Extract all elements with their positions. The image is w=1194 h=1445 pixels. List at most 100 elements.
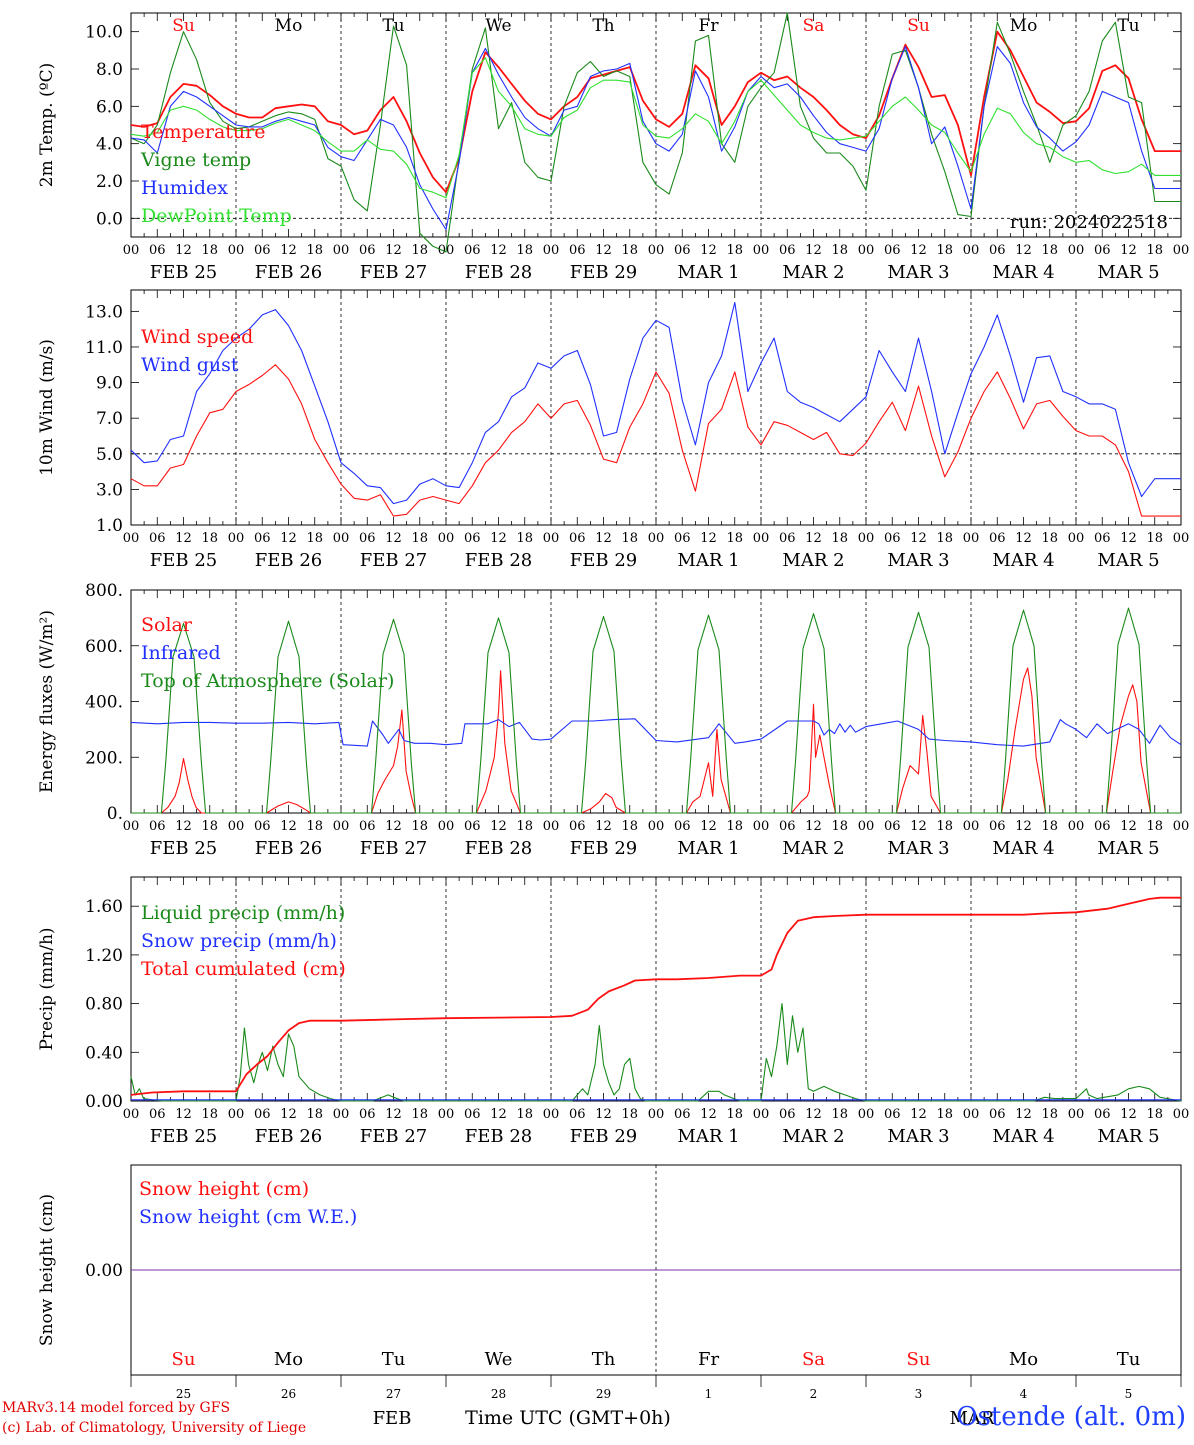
precip-y-tick-label: 0.00: [85, 1092, 123, 1112]
snow-weekday-label: Tu: [382, 1349, 406, 1370]
precip-date-label: FEB 28: [465, 1126, 532, 1147]
precip-hour-label: 00: [858, 1107, 875, 1122]
wind-hour-label: 06: [359, 531, 376, 546]
precip-hour-label: 12: [385, 1107, 402, 1122]
flux-hour-label: 06: [779, 819, 796, 834]
snow-y-tick-label: 0.00: [85, 1261, 123, 1281]
wind-hour-label: 06: [674, 531, 691, 546]
bottom-day-number: 29: [596, 1387, 611, 1401]
wind-date-label: MAR 3: [887, 550, 949, 571]
flux-date-label: MAR 3: [887, 838, 949, 859]
flux-hour-label: 00: [1173, 819, 1190, 834]
snow-weekday-label: Sa: [802, 1349, 825, 1370]
temp-hour-label: 18: [831, 243, 848, 258]
flux-hour-label: 18: [831, 819, 848, 834]
flux-y-tick-label: 800.: [85, 581, 123, 601]
precip-y-tick-label: 0.40: [85, 1043, 123, 1063]
wind-hour-label: 12: [1120, 531, 1137, 546]
temp-hour-label: 00: [123, 243, 140, 258]
station-name: Ostende (alt. 0m): [956, 1402, 1186, 1432]
temp-hour-label: 06: [359, 243, 376, 258]
temp-legend-entry: Vigne temp: [140, 149, 251, 171]
temp-date-label: FEB 27: [360, 262, 427, 283]
flux-y-tick-label: 0.: [107, 804, 123, 824]
wind-hour-label: 18: [936, 531, 953, 546]
temp-hour-label: 06: [464, 243, 481, 258]
flux-hour-label: 06: [884, 819, 901, 834]
precip-y-tick-label: 1.60: [85, 897, 123, 917]
wind-hour-label: 12: [910, 531, 927, 546]
temp-y-tick-label: 8.0: [96, 60, 123, 80]
wind-date-label: MAR 2: [782, 550, 844, 571]
flux-hour-label: 06: [359, 819, 376, 834]
wind-legend-entry: Wind gust: [141, 354, 239, 376]
bottom-month-feb: FEB: [373, 1408, 412, 1429]
temp-weekday-label: Mo: [1010, 16, 1038, 36]
flux-date-label: MAR 5: [1097, 838, 1159, 859]
precip-hour-label: 00: [438, 1107, 455, 1122]
bottom-day-number: 4: [1020, 1387, 1028, 1401]
temp-weekday-label: We: [485, 16, 511, 36]
wind-date-label: MAR 5: [1097, 550, 1159, 571]
precip-hour-label: 00: [1068, 1107, 1085, 1122]
temp-series-line: [130, 12, 1181, 253]
flux-hour-label: 00: [1068, 819, 1085, 834]
bottom-day-number: 2: [810, 1387, 818, 1401]
wind-y-tick-label: 1.0: [96, 516, 123, 536]
temp-date-label: MAR 3: [887, 262, 949, 283]
wind-hour-label: 12: [175, 531, 192, 546]
snow-legend-entry: Snow height (cm W.E.): [139, 1206, 357, 1228]
precip-panel: 0.00 0.40 0.80 1.20 1.60 Precip (mm/h) 00 06 12 1…: [37, 876, 1189, 1147]
wind-hour-label: 12: [385, 531, 402, 546]
precip-date-label: MAR 2: [782, 1126, 844, 1147]
bottom-day-number: 25: [176, 1387, 191, 1401]
temp-weekday-label: Th: [592, 16, 614, 36]
temp-hour-label: 00: [858, 243, 875, 258]
wind-hour-label: 18: [516, 531, 533, 546]
temp-hour-label: 00: [1068, 243, 1085, 258]
flux-date-label: FEB 27: [360, 838, 427, 859]
flux-hour-label: 00: [333, 819, 350, 834]
temp-legend-entry: Temperature: [141, 121, 265, 143]
temp-hour-label: 06: [569, 243, 586, 258]
lab-credit: (c) Lab. of Climatology, University of L…: [2, 1420, 307, 1436]
flux-hour-label: 12: [700, 819, 717, 834]
temp-hour-label: 00: [543, 243, 560, 258]
flux-hour-label: 06: [989, 819, 1006, 834]
flux-hour-label: 18: [411, 819, 428, 834]
wind-hour-label: 18: [306, 531, 323, 546]
wind-hour-label: 12: [280, 531, 297, 546]
wind-hour-label: 00: [123, 531, 140, 546]
temp-hour-label: 00: [228, 243, 245, 258]
wind-date-label: FEB 29: [570, 550, 637, 571]
wind-y-tick-label: 11.0: [85, 338, 123, 358]
temp-hour-label: 06: [149, 243, 166, 258]
precip-hour-label: 06: [254, 1107, 271, 1122]
wind-hour-label: 00: [753, 531, 770, 546]
precip-hour-label: 06: [884, 1107, 901, 1122]
temp-hour-label: 06: [254, 243, 271, 258]
wind-hour-label: 00: [333, 531, 350, 546]
temp-hour-label: 18: [726, 243, 743, 258]
precip-hour-label: 00: [963, 1107, 980, 1122]
wind-hour-label: 12: [700, 531, 717, 546]
temp-hour-label: 12: [1015, 243, 1032, 258]
precip-legend-entry: Total cumulated (cm): [141, 958, 346, 980]
temp-legend-entry: DewPoint Temp: [141, 205, 292, 227]
wind-series-line: [130, 301, 1181, 505]
temp-hour-label: 18: [411, 243, 428, 258]
wind-date-label: FEB 25: [150, 550, 217, 571]
wind-date-label: FEB 27: [360, 550, 427, 571]
snow-weekday-label: Th: [592, 1349, 616, 1370]
flux-date-label: FEB 26: [255, 838, 322, 859]
wind-date-label: FEB 28: [465, 550, 532, 571]
flux-series-line: [130, 718, 1182, 747]
snow-weekday-label: Fr: [698, 1349, 719, 1370]
precip-hour-label: 18: [831, 1107, 848, 1122]
flux-hour-label: 06: [1094, 819, 1111, 834]
temp-hour-label: 18: [516, 243, 533, 258]
precip-hour-label: 00: [648, 1107, 665, 1122]
wind-hour-label: 12: [1015, 531, 1032, 546]
precip-hour-label: 12: [1015, 1107, 1032, 1122]
